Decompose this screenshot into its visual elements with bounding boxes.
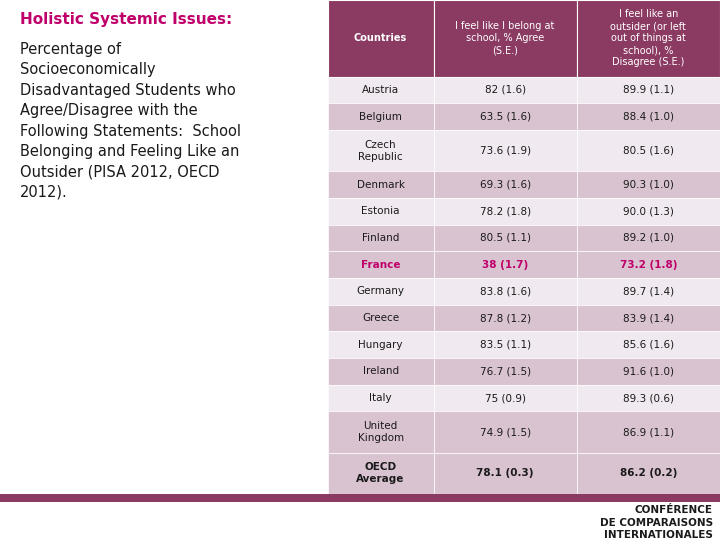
Text: 38 (1.7): 38 (1.7) — [482, 260, 528, 269]
Text: 80.5 (1.1): 80.5 (1.1) — [480, 233, 531, 243]
Bar — [577, 130, 720, 171]
Text: 75 (0.9): 75 (0.9) — [485, 393, 526, 403]
Text: 91.6 (1.0): 91.6 (1.0) — [623, 366, 674, 376]
Bar — [328, 103, 433, 130]
Text: 63.5 (1.6): 63.5 (1.6) — [480, 112, 531, 122]
Text: 76.7 (1.5): 76.7 (1.5) — [480, 366, 531, 376]
Text: 87.8 (1.2): 87.8 (1.2) — [480, 313, 531, 323]
Text: I feel like I belong at
school, % Agree
(S.E.): I feel like I belong at school, % Agree … — [456, 21, 555, 55]
Bar — [328, 305, 433, 332]
Bar — [577, 103, 720, 130]
Text: Percentage of
Socioeconomically
Disadvantaged Students who
Agree/Disagree with t: Percentage of Socioeconomically Disadvan… — [19, 42, 240, 200]
Text: Czech
Republic: Czech Republic — [359, 140, 403, 161]
Bar — [433, 358, 577, 384]
Bar — [577, 198, 720, 225]
Bar — [577, 411, 720, 453]
Text: 69.3 (1.6): 69.3 (1.6) — [480, 180, 531, 190]
Text: 78.1 (0.3): 78.1 (0.3) — [477, 468, 534, 478]
Bar — [433, 251, 577, 278]
Bar — [328, 130, 433, 171]
Bar — [328, 251, 433, 278]
Bar — [577, 171, 720, 198]
Text: Germany: Germany — [356, 286, 405, 296]
Bar — [433, 171, 577, 198]
Bar — [328, 225, 433, 251]
Bar — [433, 225, 577, 251]
Bar — [433, 411, 577, 453]
Text: Holistic Systemic Issues:: Holistic Systemic Issues: — [19, 12, 232, 28]
Bar — [433, 305, 577, 332]
Text: 78.2 (1.8): 78.2 (1.8) — [480, 206, 531, 217]
Bar — [433, 198, 577, 225]
Bar — [577, 278, 720, 305]
Text: Ireland: Ireland — [362, 366, 399, 376]
Bar — [328, 453, 433, 494]
Text: Denmark: Denmark — [356, 180, 405, 190]
Bar — [328, 77, 433, 103]
Text: 90.3 (1.0): 90.3 (1.0) — [623, 180, 674, 190]
Bar — [433, 453, 577, 494]
Text: I feel like an
outsider (or left
out of things at
school), %
Disagree (S.E.): I feel like an outsider (or left out of … — [611, 9, 686, 68]
Bar — [433, 332, 577, 358]
Text: 89.3 (0.6): 89.3 (0.6) — [623, 393, 674, 403]
Text: 73.6 (1.9): 73.6 (1.9) — [480, 146, 531, 156]
Text: United
Kingdom: United Kingdom — [358, 421, 404, 443]
Text: 74.9 (1.5): 74.9 (1.5) — [480, 427, 531, 437]
Text: Hungary: Hungary — [359, 340, 402, 350]
Text: 73.2 (1.8): 73.2 (1.8) — [620, 260, 677, 269]
Text: OECD
Average: OECD Average — [356, 462, 405, 484]
Bar — [0, 494, 720, 502]
Bar — [433, 0, 577, 77]
Text: 89.2 (1.0): 89.2 (1.0) — [623, 233, 674, 243]
Text: 90.0 (1.3): 90.0 (1.3) — [623, 206, 674, 217]
Text: 89.7 (1.4): 89.7 (1.4) — [623, 286, 674, 296]
Bar — [577, 251, 720, 278]
Bar — [433, 77, 577, 103]
Text: 80.5 (1.6): 80.5 (1.6) — [623, 146, 674, 156]
Bar — [328, 0, 433, 77]
Text: France: France — [361, 260, 400, 269]
Text: 89.9 (1.1): 89.9 (1.1) — [623, 85, 674, 95]
Bar — [328, 332, 433, 358]
Text: 86.2 (0.2): 86.2 (0.2) — [620, 468, 677, 478]
Bar — [328, 384, 433, 411]
Text: 82 (1.6): 82 (1.6) — [485, 85, 526, 95]
Bar — [577, 305, 720, 332]
Bar — [577, 77, 720, 103]
Bar — [328, 278, 433, 305]
Text: 83.5 (1.1): 83.5 (1.1) — [480, 340, 531, 350]
Bar — [328, 198, 433, 225]
Bar — [328, 358, 433, 384]
Text: 86.9 (1.1): 86.9 (1.1) — [623, 427, 674, 437]
Text: Finland: Finland — [362, 233, 400, 243]
Text: 85.6 (1.6): 85.6 (1.6) — [623, 340, 674, 350]
Text: Belgium: Belgium — [359, 112, 402, 122]
Text: Italy: Italy — [369, 393, 392, 403]
Bar — [433, 278, 577, 305]
Text: CONFÉRENCE
DE COMPARAISONS
INTERNATIONALES: CONFÉRENCE DE COMPARAISONS INTERNATIONAL… — [600, 505, 713, 540]
Text: Austria: Austria — [362, 85, 399, 95]
Bar — [328, 411, 433, 453]
Text: Greece: Greece — [362, 313, 399, 323]
Text: 83.8 (1.6): 83.8 (1.6) — [480, 286, 531, 296]
Bar — [328, 171, 433, 198]
Bar — [577, 453, 720, 494]
Bar — [577, 0, 720, 77]
Text: Countries: Countries — [354, 33, 408, 43]
Text: 88.4 (1.0): 88.4 (1.0) — [623, 112, 674, 122]
Text: Estonia: Estonia — [361, 206, 400, 217]
Text: 83.9 (1.4): 83.9 (1.4) — [623, 313, 674, 323]
Bar — [433, 103, 577, 130]
Bar — [577, 358, 720, 384]
Bar — [577, 225, 720, 251]
Bar — [577, 384, 720, 411]
Bar — [433, 384, 577, 411]
Bar — [577, 332, 720, 358]
Bar — [433, 130, 577, 171]
